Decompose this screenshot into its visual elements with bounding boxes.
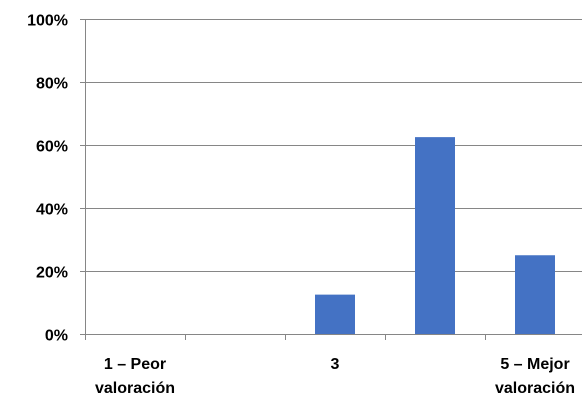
x-category-label: valoración — [495, 380, 575, 397]
x-category-label: 3 — [331, 356, 340, 373]
y-tick-label: 100% — [27, 13, 68, 30]
y-tick-label: 0% — [45, 328, 68, 345]
x-category-label: 5 – Mejor — [500, 356, 569, 373]
gridlines — [85, 19, 582, 272]
x-category-label: valoración — [95, 380, 175, 397]
axes — [80, 19, 582, 340]
y-tick-label: 20% — [36, 265, 68, 282]
x-category-label: 1 – Peor — [104, 356, 166, 373]
bar — [515, 255, 555, 334]
y-tick-label: 40% — [36, 202, 68, 219]
y-tick-label: 60% — [36, 139, 68, 156]
bar — [415, 137, 455, 334]
x-axis-category-labels: 1 – Peor valoración 3 5 – Mejor valoración — [95, 356, 575, 397]
bar — [315, 294, 355, 334]
y-tick-label: 80% — [36, 76, 68, 93]
bars — [315, 137, 555, 334]
y-axis-tick-labels: 0% 20% 40% 60% 80% 100% — [27, 13, 68, 345]
